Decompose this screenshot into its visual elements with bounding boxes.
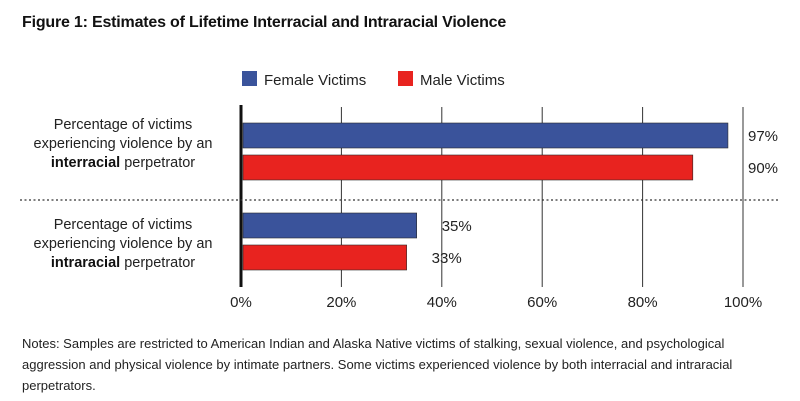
legend-swatch bbox=[398, 71, 413, 86]
figure-notes: Notes: Samples are restricted to America… bbox=[22, 336, 733, 393]
x-tick-label: 100% bbox=[724, 294, 762, 311]
x-tick-label: 0% bbox=[230, 294, 252, 311]
data-label: 33% bbox=[432, 250, 462, 267]
bar bbox=[242, 212, 417, 239]
data-label: 97% bbox=[748, 128, 778, 145]
x-tick-label: 40% bbox=[427, 294, 457, 311]
category-label-intraracial: Percentage of victims experiencing viole… bbox=[20, 216, 226, 273]
category-label-line: experiencing violence by an bbox=[33, 136, 213, 152]
bars: 97% 35% 90% 33% bbox=[242, 122, 778, 271]
x-tick-label: 60% bbox=[527, 294, 557, 311]
category-label-line: Percentage of victims bbox=[53, 217, 193, 233]
legend-label: Male Victims bbox=[420, 72, 505, 89]
category-label-line: Percentage of victims bbox=[53, 117, 193, 133]
category-label-interracial: Percentage of victims experiencing viole… bbox=[20, 116, 226, 173]
bar bbox=[242, 244, 407, 271]
legend-swatch bbox=[242, 71, 257, 86]
data-label: 90% bbox=[748, 160, 778, 177]
bar bbox=[242, 154, 694, 181]
chart-legend: Female Victims Male Victims bbox=[242, 71, 505, 89]
category-label-rest: perpetrator bbox=[120, 155, 196, 171]
x-tick-label: 20% bbox=[326, 294, 356, 311]
category-label-line: intraracial perpetrator bbox=[20, 254, 226, 273]
bar bbox=[242, 122, 729, 149]
category-label-line: interracial perpetrator bbox=[20, 154, 226, 173]
category-label-line: experiencing violence by an bbox=[33, 236, 213, 252]
x-tick-labels: 0% 20% 40% 60% 80% 100% bbox=[230, 294, 762, 311]
x-tick-label: 80% bbox=[628, 294, 658, 311]
legend-label: Female Victims bbox=[264, 72, 366, 89]
category-label-rest: perpetrator bbox=[120, 255, 196, 271]
bar-chart: Female Victims Male Victims 97%35%90%33% … bbox=[20, 71, 778, 311]
category-label-bold: interracial bbox=[50, 155, 121, 171]
data-label: 35% bbox=[442, 218, 472, 235]
axes bbox=[20, 105, 778, 287]
figure-title: Figure 1: Estimates of Lifetime Interrac… bbox=[22, 14, 507, 31]
category-label-bold: intraracial bbox=[50, 255, 121, 271]
